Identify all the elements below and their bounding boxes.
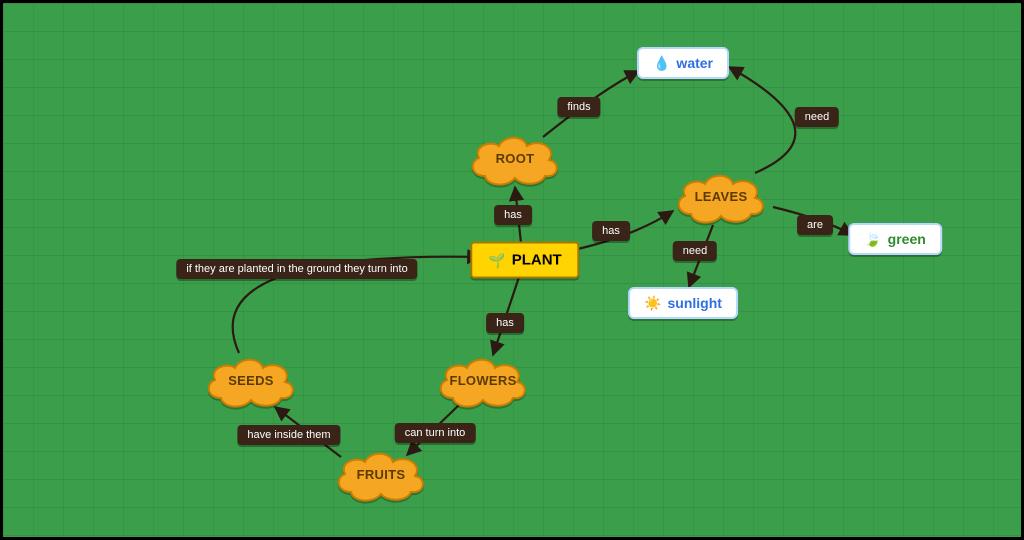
edge-label-flowers-fruits: can turn into (395, 423, 476, 443)
node-root[interactable]: ROOT (465, 132, 565, 186)
node-seeds[interactable]: SEEDS (201, 354, 301, 408)
edge-label-leaves-water: need (795, 107, 839, 127)
edge-leaves-water (729, 67, 795, 173)
node-plant[interactable]: 🌱 PLANT (470, 242, 579, 279)
node-label: ROOT (496, 132, 535, 186)
edge-label-leaves-green: are (797, 215, 833, 235)
plant-icon: 🌱 (488, 253, 505, 267)
edge-label-plant-flowers: has (486, 313, 524, 333)
node-label: FRUITS (357, 448, 406, 502)
edge-label-seeds-plant: if they are planted in the ground they t… (176, 259, 417, 279)
node-green[interactable]: 🍃 green (848, 223, 942, 255)
water-icon: 💧 (653, 56, 670, 70)
node-label: sunlight (668, 295, 722, 311)
edge-label-leaves-sunlight: need (673, 241, 717, 261)
concept-map-canvas: 🌱 PLANT ROOT LEAVES FLOWERS FRUITS SEEDS 💧… (0, 0, 1024, 540)
green-icon: 🍃 (864, 232, 881, 246)
edge-label-plant-root: has (494, 205, 532, 225)
node-sunlight[interactable]: ☀️ sunlight (628, 287, 738, 319)
node-label: LEAVES (695, 170, 748, 224)
edge-label-fruits-seeds: have inside them (237, 425, 340, 445)
node-label: PLANT (512, 252, 562, 269)
node-label: water (676, 55, 713, 71)
node-label: SEEDS (228, 354, 274, 408)
node-flowers[interactable]: FLOWERS (433, 354, 533, 408)
node-water[interactable]: 💧 water (637, 47, 729, 79)
sunlight-icon: ☀️ (644, 296, 661, 310)
node-label: FLOWERS (449, 354, 516, 408)
node-label: green (888, 231, 926, 247)
edge-label-plant-leaves: has (592, 221, 630, 241)
edge-label-root-water: finds (557, 97, 600, 117)
node-leaves[interactable]: LEAVES (671, 170, 771, 224)
node-fruits[interactable]: FRUITS (331, 448, 431, 502)
